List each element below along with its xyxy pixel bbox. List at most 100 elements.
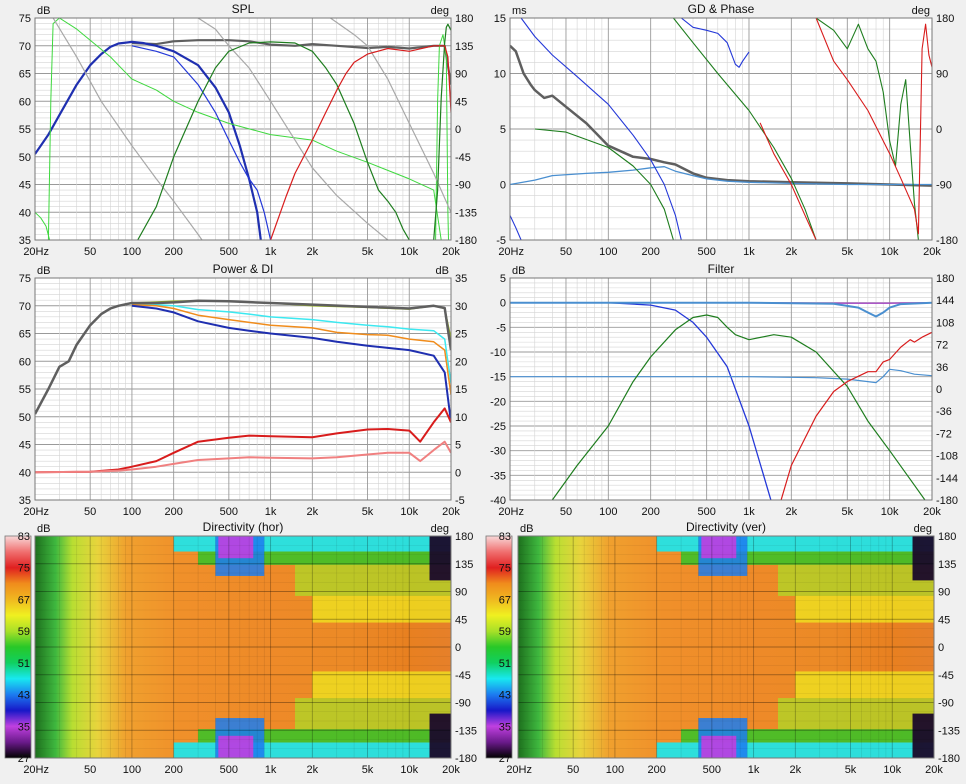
plot-frame [509,17,933,241]
plot-frame [517,535,935,759]
series-line-steel [510,166,932,186]
chart-title: Directivity (ver) [686,520,766,534]
heatmap-grid: 20Hz 50 100 200 500 1k 2k 5k 10k 20k [23,535,460,776]
x-tick-label: 2k [790,764,802,776]
x-tick-label: 500 [220,506,238,518]
y2-tick-label: -72 [936,428,952,440]
y2-tick-label: -135 [455,725,477,737]
y-axis-label: dB [37,523,50,535]
series-line-orange [131,303,451,395]
series-line-green [433,23,451,240]
colorbar-tick-label: 51 [499,658,511,670]
x-tick-label: 2k [307,764,319,776]
series-line-green [815,18,919,240]
colorbar-tick-label: 43 [499,690,511,702]
y2-tick-label: 180 [455,531,473,543]
y2-tick-label: 0 [938,642,944,654]
colorbar-tick-label: 59 [18,626,30,638]
x-tick-label: 20k [925,764,943,776]
series-group [35,18,451,240]
colorbar-frame [485,535,513,759]
series-line-green [534,128,674,240]
y2-tick-label: 180 [936,13,954,25]
colorbar-tick-label: 75 [18,563,30,575]
series-line-dark_gray [131,39,451,85]
y-tick-label: 5 [500,273,506,285]
series-line-red [815,18,932,235]
y2-tick-label: 0 [455,467,461,479]
y-tick-label: 55 [19,384,31,396]
y2-tick-label: 0 [455,642,461,654]
directivity-lobe [701,536,737,559]
y2-tick-label: 90 [455,587,467,599]
y2-axis-label: deg [912,5,930,17]
y-axis-label: dB [37,265,50,277]
x-tick-label: 200 [641,246,659,258]
directivity-lobe [218,536,254,559]
directivity-band [295,698,451,730]
x-tick-label: 2k [307,246,319,258]
y2-tick-label: 15 [455,384,467,396]
x-tick-label: 50 [84,246,96,258]
y2-tick-label: -5 [455,495,465,507]
y2-tick-label: -144 [936,473,958,485]
x-tick-label: 100 [123,246,141,258]
series-line-red [780,331,932,500]
y2-tick-label: 72 [936,340,948,352]
series-group [35,299,451,474]
x-tick-label: 500 [697,506,715,518]
colorbar-tick-label: 27 [499,753,511,765]
x-tick-label: 5k [362,246,374,258]
y-tick-label: -40 [490,495,506,507]
y2-tick-label: -45 [455,152,471,164]
y2-tick-label: -90 [936,180,952,192]
x-tick-label: 500 [703,764,721,776]
colorbar-tick-label: 43 [18,690,30,702]
plot-area [510,278,932,500]
plot-frame [34,535,452,759]
series-line-light_green [35,211,51,240]
y-axis-label: ms [512,5,527,17]
x-tick-label: 5k [841,246,853,258]
series-line-blue [510,215,522,240]
x-tick-label: 20Hz [498,246,524,258]
x-tick-label: 2k [786,506,798,518]
colorbar-tick-label: 83 [18,531,30,543]
y-tick-label: 45 [19,180,31,192]
y2-tick-label: 45 [455,96,467,108]
y2-tick-label: 36 [936,362,948,374]
x-tick-label: 5k [362,764,374,776]
y-tick-label: 70 [19,41,31,53]
x-tick-label: 20k [442,506,460,518]
series-group [510,18,932,240]
y-tick-label: -20 [490,396,506,408]
directivity-lobe [429,536,451,581]
series-line-dark_gray [510,44,932,187]
y2-tick-label: 90 [938,587,950,599]
filter-chart: 20Hz 50 100 200 500 1k 2k 5k 10k 20k-40-35-30-25-… [490,262,958,518]
y2-tick-label: 108 [936,317,954,329]
y-tick-label: 75 [19,13,31,25]
x-tick-label: 100 [599,506,617,518]
y-tick-label: -25 [490,421,506,433]
x-tick-label: 10k [881,506,899,518]
y2-tick-label: -180 [938,753,960,765]
colorbar-tick-label: 83 [499,531,511,543]
x-tick-label: 200 [164,506,182,518]
y-tick-label: 40 [19,207,31,219]
y2-tick-label: 0 [936,124,942,136]
x-tick-label: 20Hz [23,246,49,258]
series-line-green [137,41,410,240]
y2-tick-label: 135 [455,559,473,571]
x-tick-label: 500 [220,246,238,258]
chart-title: Power & DI [213,262,274,276]
y-tick-label: -5 [496,235,506,247]
x-tick-label: 50 [560,506,572,518]
x-tick-label: 20Hz [498,506,524,518]
dir_hor-chart: 20Hz 50 100 200 500 1k 2k 5k 10k 20k-180 -135 -90 -4… [4,520,477,776]
x-tick-label: 20k [442,764,460,776]
x-tick-label: 50 [84,764,96,776]
y2-tick-label: 0 [936,384,942,396]
y2-tick-label: -90 [455,698,471,710]
